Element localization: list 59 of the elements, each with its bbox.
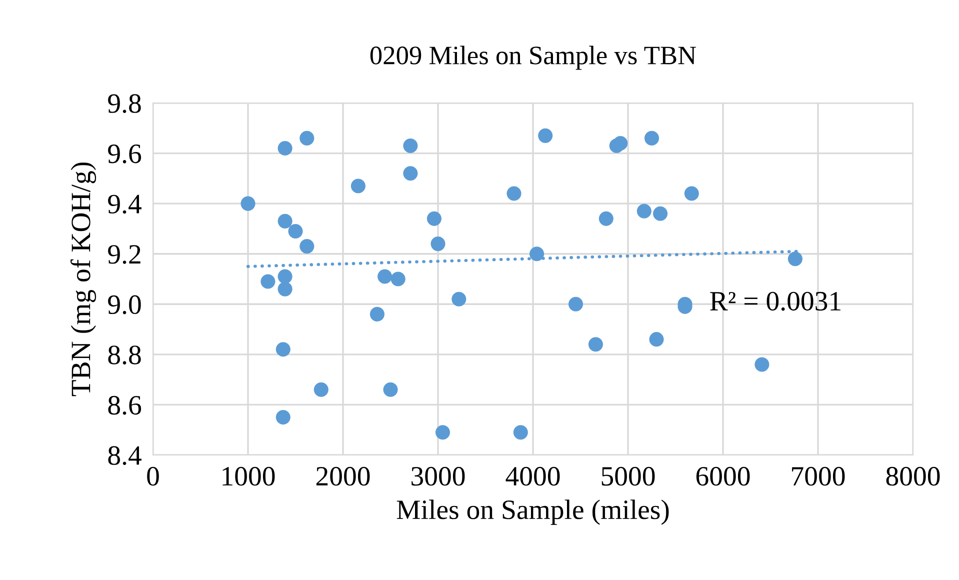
point [452, 292, 466, 306]
point [278, 282, 292, 296]
point [300, 130, 314, 146]
x-tick-label: 5000 [602, 466, 655, 486]
y-tick-label: 8.8 [108, 346, 141, 364]
point [754, 357, 770, 372]
point [260, 274, 276, 289]
point [506, 186, 522, 201]
point [788, 252, 802, 266]
point [568, 296, 584, 312]
chart-title: 0209 Miles on Sample vs TBN [370, 46, 696, 70]
x-axis-title: Miles on Sample (miles) [396, 500, 669, 525]
point [288, 224, 303, 239]
point [649, 332, 664, 347]
x-tick-label: 2000 [316, 466, 370, 486]
y-tick-label: 8.6 [108, 396, 142, 415]
y-tick-label: 9.6 [108, 144, 142, 164]
point [613, 136, 628, 151]
x-tick-label: 4000 [506, 466, 560, 486]
point [276, 342, 290, 357]
point [530, 246, 544, 262]
x-tick-label: 3000 [412, 466, 465, 486]
point [378, 269, 392, 284]
point [426, 211, 442, 226]
point [278, 214, 292, 228]
point [278, 140, 292, 156]
point [636, 204, 652, 218]
point [350, 178, 366, 194]
point [240, 196, 256, 211]
y-tick-label: 9.8 [108, 94, 141, 114]
point [403, 138, 418, 154]
point [276, 410, 290, 425]
point [684, 186, 699, 201]
point [513, 425, 528, 440]
point [538, 128, 553, 143]
point [430, 236, 446, 252]
point [435, 425, 450, 440]
annotation: R² = 0.0031 [710, 292, 840, 311]
x-tick-label: 0 [147, 466, 159, 486]
point [644, 130, 660, 146]
y-tick-label: 9.4 [108, 194, 142, 214]
x-tick-label: 1000 [222, 466, 275, 486]
y-tick-label: 9.0 [108, 295, 141, 314]
point [588, 337, 603, 352]
point [370, 306, 384, 322]
y-tick-label: 9.2 [108, 245, 140, 264]
point [278, 269, 292, 284]
y-tick-label: 8.4 [108, 446, 142, 466]
point [653, 206, 668, 221]
y-axis-title: TBN (mg of KOH/g) [70, 162, 96, 396]
point [300, 239, 314, 254]
point [383, 382, 398, 397]
x-tick-label: 7000 [792, 466, 845, 486]
x-tick-label: 8000 [886, 466, 940, 486]
point [403, 166, 418, 181]
point [390, 272, 406, 286]
x-tick-label: 6000 [696, 466, 750, 486]
point [598, 211, 614, 226]
point [314, 382, 328, 397]
